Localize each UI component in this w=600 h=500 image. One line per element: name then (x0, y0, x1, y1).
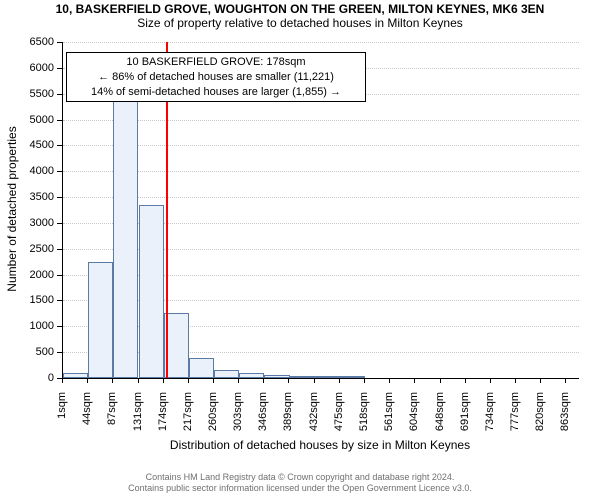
footer-attribution: Contains HM Land Registry data © Crown c… (0, 472, 600, 495)
x-tick-mark (364, 378, 365, 383)
y-tick-mark (57, 94, 62, 95)
x-tick-label: 303sqm (232, 392, 244, 442)
y-tick-mark (57, 300, 62, 301)
x-tick-mark (465, 378, 466, 383)
x-tick-mark (213, 378, 214, 383)
x-tick-label: 1sqm (56, 392, 68, 442)
x-tick-mark (62, 378, 63, 383)
x-tick-mark (138, 378, 139, 383)
histogram-bar (189, 358, 214, 378)
histogram-bar (340, 376, 365, 378)
histogram-bar (139, 205, 164, 378)
histogram-bar (239, 373, 264, 378)
x-tick-mark (288, 378, 289, 383)
x-tick-label: 131sqm (132, 392, 144, 442)
y-tick-mark (57, 68, 62, 69)
x-tick-label: 217sqm (182, 392, 194, 442)
y-tick-mark (57, 275, 62, 276)
gridline-h (63, 145, 579, 146)
histogram-bar (264, 375, 289, 378)
x-tick-mark (490, 378, 491, 383)
y-tick-mark (57, 145, 62, 146)
y-axis-label: Number of detached properties (5, 41, 19, 377)
x-tick-mark (389, 378, 390, 383)
x-tick-mark (440, 378, 441, 383)
x-tick-label: 389sqm (282, 392, 294, 442)
page-subtitle: Size of property relative to detached ho… (0, 16, 600, 30)
x-tick-label: 561sqm (383, 392, 395, 442)
x-tick-label: 174sqm (157, 392, 169, 442)
gridline-h (63, 42, 579, 43)
x-tick-mark (163, 378, 164, 383)
x-tick-mark (414, 378, 415, 383)
x-tick-label: 777sqm (509, 392, 521, 442)
x-tick-mark (263, 378, 264, 383)
x-tick-label: 820sqm (534, 392, 546, 442)
histogram-bar (63, 373, 88, 378)
x-tick-label: 604sqm (408, 392, 420, 442)
x-axis-caption: Distribution of detached houses by size … (62, 438, 578, 452)
x-tick-mark (339, 378, 340, 383)
x-tick-mark (238, 378, 239, 383)
x-tick-label: 87sqm (106, 392, 118, 442)
x-tick-label: 648sqm (434, 392, 446, 442)
x-tick-mark (540, 378, 541, 383)
x-tick-label: 346sqm (257, 392, 269, 442)
annotation-line: ← 86% of detached houses are smaller (11… (71, 70, 361, 85)
y-tick-mark (57, 197, 62, 198)
gridline-h (63, 120, 579, 121)
x-tick-label: 863sqm (559, 392, 571, 442)
x-tick-label: 734sqm (484, 392, 496, 442)
y-tick-mark (57, 326, 62, 327)
y-tick-mark (57, 223, 62, 224)
histogram-bar (289, 376, 314, 378)
x-tick-label: 518sqm (358, 392, 370, 442)
annotation-line: 14% of semi-detached houses are larger (… (71, 85, 361, 100)
histogram-bar (315, 376, 340, 378)
histogram-bar (113, 94, 138, 378)
x-tick-label: 691sqm (459, 392, 471, 442)
y-tick-mark (57, 171, 62, 172)
x-tick-mark (314, 378, 315, 383)
y-tick-mark (57, 352, 62, 353)
x-tick-label: 432sqm (308, 392, 320, 442)
x-tick-mark (515, 378, 516, 383)
y-tick-mark (57, 120, 62, 121)
x-tick-label: 475sqm (333, 392, 345, 442)
x-tick-mark (112, 378, 113, 383)
x-tick-label: 44sqm (81, 392, 93, 442)
annotation-line: 10 BASKERFIELD GROVE: 178sqm (71, 55, 361, 70)
histogram-bar (88, 262, 113, 378)
annotation-box: 10 BASKERFIELD GROVE: 178sqm← 86% of det… (66, 52, 366, 102)
gridline-h (63, 197, 579, 198)
footer-line: Contains HM Land Registry data © Crown c… (0, 472, 600, 483)
x-tick-mark (188, 378, 189, 383)
page-title: 10, BASKERFIELD GROVE, WOUGHTON ON THE G… (0, 0, 600, 16)
footer-line: Contains public sector information licen… (0, 483, 600, 494)
y-tick-mark (57, 249, 62, 250)
x-tick-label: 260sqm (207, 392, 219, 442)
x-tick-mark (87, 378, 88, 383)
gridline-h (63, 171, 579, 172)
y-tick-mark (57, 42, 62, 43)
histogram-bar (214, 370, 239, 378)
x-tick-mark (565, 378, 566, 383)
